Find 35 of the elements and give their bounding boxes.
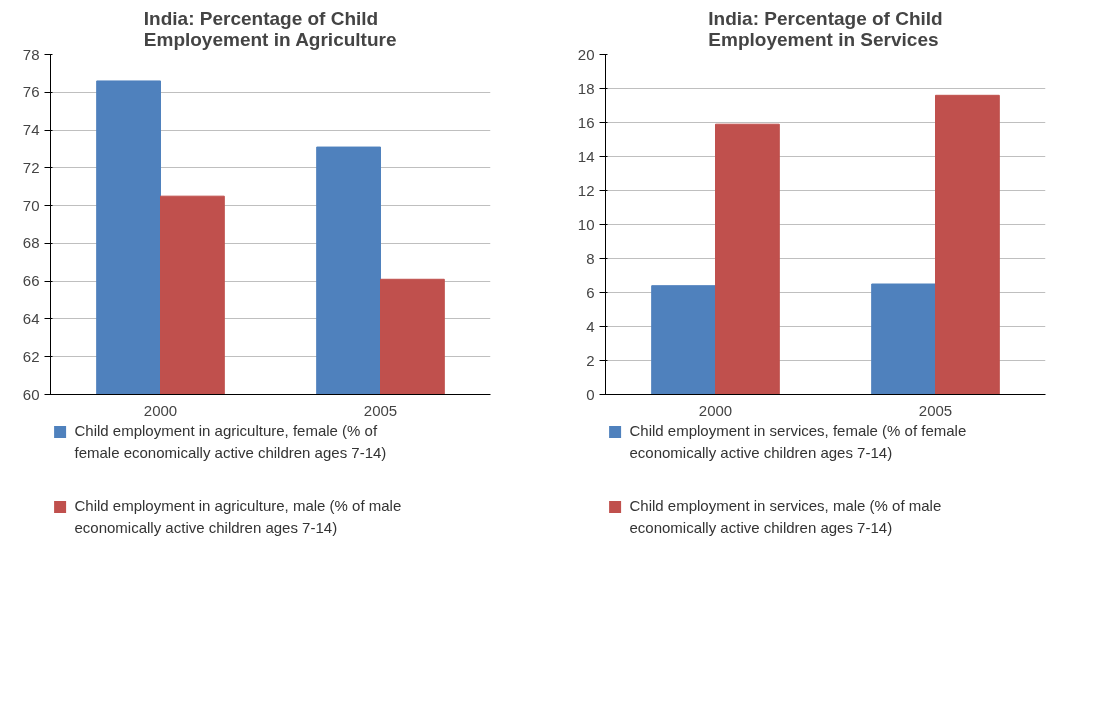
bar <box>935 94 1000 395</box>
y-tick-label: 8 <box>586 249 595 267</box>
bar <box>715 123 780 395</box>
chart-title: India: Percentage of Child Employement in Agriculture <box>143 7 397 50</box>
x-tick-label: 2000 <box>143 401 178 419</box>
y-tick-label: 72 <box>22 158 40 176</box>
y-tick-label: 62 <box>22 347 40 365</box>
y-tick-label: 2 <box>586 351 595 369</box>
y-tick-label: 78 <box>22 45 40 63</box>
y-tick-label: 10 <box>577 215 595 233</box>
legend-label: Child employment in agriculture, male (% of male economically active children ages 7-14) <box>74 496 402 536</box>
y-tick-label: 14 <box>577 147 595 165</box>
y-tick-label: 74 <box>22 121 40 139</box>
y-tick-label: 16 <box>577 113 595 131</box>
y-tick-label: 76 <box>22 83 40 101</box>
y-tick-label: 64 <box>22 309 40 327</box>
x-tick-label: 2005 <box>363 401 398 419</box>
legend-label: Child employment in services, male (% of male economically active children ages 7-14) <box>629 496 942 536</box>
y-tick-label: 12 <box>577 181 595 199</box>
y-tick-label: 20 <box>577 45 595 63</box>
y-tick-label: 0 <box>586 385 595 403</box>
y-tick-label: 68 <box>22 234 40 252</box>
x-tick-label: 2005 <box>918 401 953 419</box>
y-tick-label: 60 <box>22 385 40 403</box>
y-tick-label: 4 <box>586 317 595 335</box>
y-tick-label: 66 <box>22 272 40 290</box>
bar <box>651 285 716 395</box>
y-tick-label: 6 <box>586 283 595 301</box>
x-tick-label: 2000 <box>698 401 733 419</box>
y-tick-label: 18 <box>577 79 595 97</box>
legend-label: Child employment in agriculture, female (% of female economically active children ages 7-14) <box>74 421 387 461</box>
chart-title: India: Percentage of Child Employement in Services <box>708 7 943 50</box>
y-tick-label: 70 <box>22 196 40 214</box>
bar <box>871 283 936 395</box>
legend-label: Child employment in services, female (% of female economically active children ages 7-14) <box>629 421 967 461</box>
